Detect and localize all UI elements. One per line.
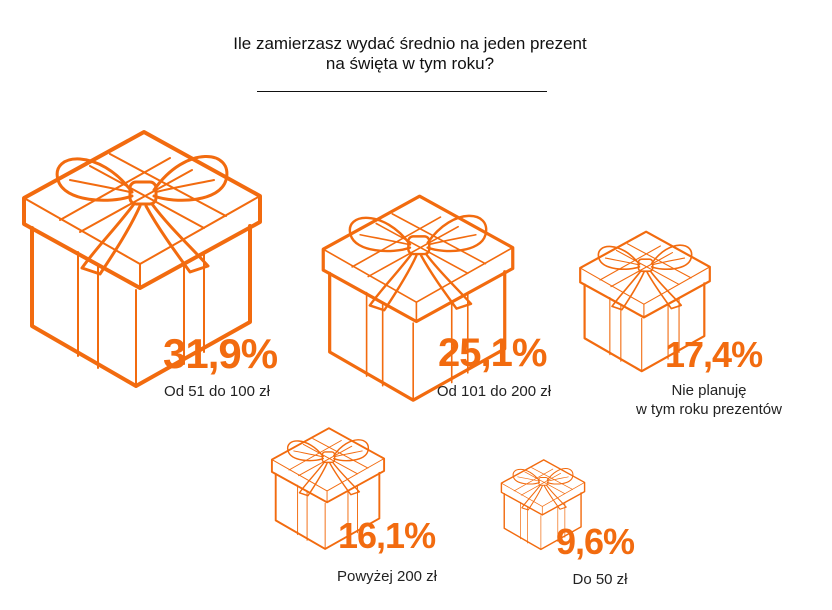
value-label: 31,9% [163, 330, 278, 377]
gift-box-icon [270, 426, 386, 552]
category-label: Powyżej 200 zł [336, 568, 438, 585]
value-label: 16,1% [338, 515, 436, 556]
category-label: Do 50 zł [572, 571, 628, 588]
chart-title-line-2: na święta w tym roku? [325, 54, 495, 73]
gift-box-icon [20, 128, 264, 392]
category-label: Od 51 do 100 zł [164, 383, 270, 400]
gift-box-icon [320, 193, 516, 405]
title-divider [257, 91, 547, 92]
category-label: Nie planuję w tym roku prezentów [636, 382, 782, 418]
gift-box-icon [500, 458, 586, 552]
chart-title-line-1: Ile zamierzasz wydać średnio na jeden pr… [233, 34, 587, 53]
category-label: Od 101 do 200 zł [436, 383, 552, 400]
value-label: 9,6% [556, 521, 635, 562]
value-label: 17,4% [665, 334, 763, 375]
gift-box-icon [578, 229, 712, 375]
value-label: 25,1% [438, 331, 547, 375]
chart-title: Ile zamierzasz wydać średnio na jeden pr… [0, 34, 820, 74]
